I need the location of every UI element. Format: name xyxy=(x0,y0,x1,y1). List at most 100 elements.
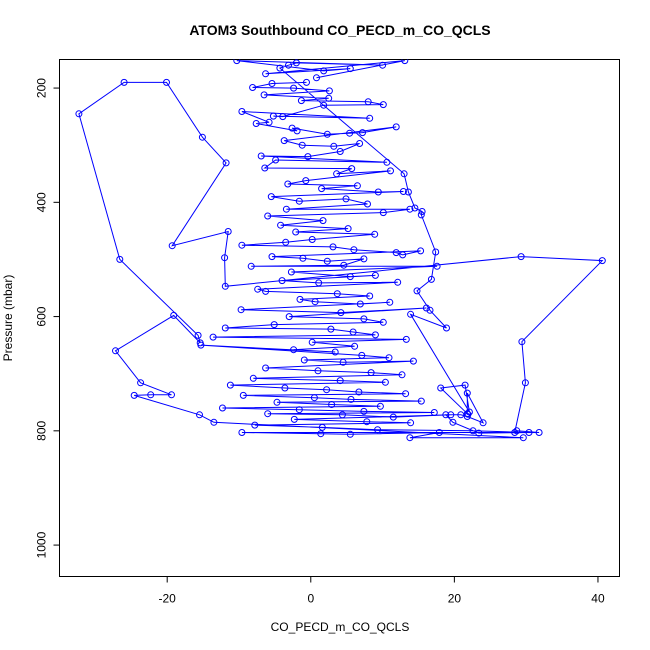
data-point xyxy=(457,411,465,419)
data-point xyxy=(426,306,434,314)
data-point xyxy=(170,311,178,319)
data-point xyxy=(290,415,298,423)
data-point xyxy=(318,185,326,193)
data-point xyxy=(238,241,246,249)
data-point xyxy=(336,377,344,385)
data-point xyxy=(356,300,364,308)
data-point xyxy=(336,148,344,155)
data-point xyxy=(116,255,124,263)
data-point xyxy=(264,410,272,418)
y-axis-label: Pressure (mbar) xyxy=(1,275,15,362)
data-point xyxy=(299,254,307,262)
data-point xyxy=(338,411,346,419)
data-point xyxy=(315,279,323,287)
data-point xyxy=(285,313,293,321)
data-point xyxy=(137,379,145,387)
x-axis: -20 0 20 40 xyxy=(159,576,605,606)
data-point xyxy=(353,182,361,190)
data-point xyxy=(290,84,298,92)
data-point xyxy=(346,65,354,73)
data-point xyxy=(402,335,410,343)
data-point xyxy=(407,310,415,318)
data-point xyxy=(295,406,303,414)
data-point xyxy=(323,386,331,394)
data-point xyxy=(268,253,276,261)
data-point xyxy=(367,369,375,377)
data-point xyxy=(300,356,308,364)
data-point xyxy=(379,61,387,69)
data-point xyxy=(381,378,389,386)
data-point xyxy=(413,287,421,295)
data-point xyxy=(356,140,364,147)
data-point xyxy=(272,156,280,164)
data-point xyxy=(112,347,119,355)
data-point xyxy=(252,120,260,127)
data-point xyxy=(386,298,394,306)
data-point xyxy=(238,429,246,436)
data-point xyxy=(404,188,412,196)
data-point xyxy=(443,324,450,332)
data-point xyxy=(432,248,440,256)
data-point xyxy=(226,381,234,389)
x-tick-label: 0 xyxy=(307,592,314,606)
data-point xyxy=(337,309,345,317)
data-point xyxy=(270,321,278,329)
data-point xyxy=(327,325,335,333)
data-point xyxy=(399,188,407,195)
data-point xyxy=(311,298,319,306)
data-point xyxy=(517,253,525,261)
data-point xyxy=(238,108,246,115)
data-point xyxy=(292,228,300,236)
data-point xyxy=(281,384,289,392)
data-point xyxy=(163,78,170,86)
data-point xyxy=(349,328,357,336)
data-point xyxy=(463,410,471,418)
data-point xyxy=(262,287,270,295)
data-point xyxy=(463,389,471,397)
data-point xyxy=(249,84,257,91)
data-point xyxy=(418,208,426,215)
data-point xyxy=(261,164,269,172)
data-point xyxy=(348,165,356,173)
data-point xyxy=(360,407,368,415)
data-point xyxy=(298,141,306,149)
data-point xyxy=(435,429,443,436)
y-axis: 200 400 600 800 1000 xyxy=(35,78,60,558)
data-point xyxy=(363,418,371,426)
data-point xyxy=(280,137,288,145)
data-point xyxy=(437,384,445,392)
data-point xyxy=(407,419,415,427)
data-point xyxy=(168,391,175,399)
x-tick-label: 40 xyxy=(591,592,605,606)
data-point xyxy=(319,217,327,225)
data-point xyxy=(254,285,262,293)
data-point xyxy=(525,429,533,436)
data-point xyxy=(535,429,543,436)
y-tick-label: 1000 xyxy=(35,531,49,558)
data-point xyxy=(222,159,230,167)
data-point xyxy=(333,170,341,178)
data-point xyxy=(479,419,487,427)
data-point xyxy=(314,367,322,375)
data-point xyxy=(344,225,352,233)
x-tick-label: 20 xyxy=(448,592,462,606)
data-point xyxy=(224,228,232,235)
data-point xyxy=(350,246,358,254)
data-point xyxy=(237,306,245,314)
data-point xyxy=(371,331,379,339)
data-point xyxy=(521,379,529,387)
data-point xyxy=(251,421,259,429)
data-point xyxy=(330,142,338,150)
data-point xyxy=(269,112,277,120)
data-point xyxy=(303,78,310,86)
data-point xyxy=(308,338,316,346)
data-point xyxy=(358,351,366,359)
data-point xyxy=(409,357,417,365)
data-point xyxy=(392,123,400,131)
data-point xyxy=(198,133,206,141)
data-point xyxy=(392,249,400,257)
data-point xyxy=(598,257,606,265)
data-point xyxy=(411,204,419,212)
data-point xyxy=(366,292,374,300)
data-point xyxy=(302,177,310,185)
